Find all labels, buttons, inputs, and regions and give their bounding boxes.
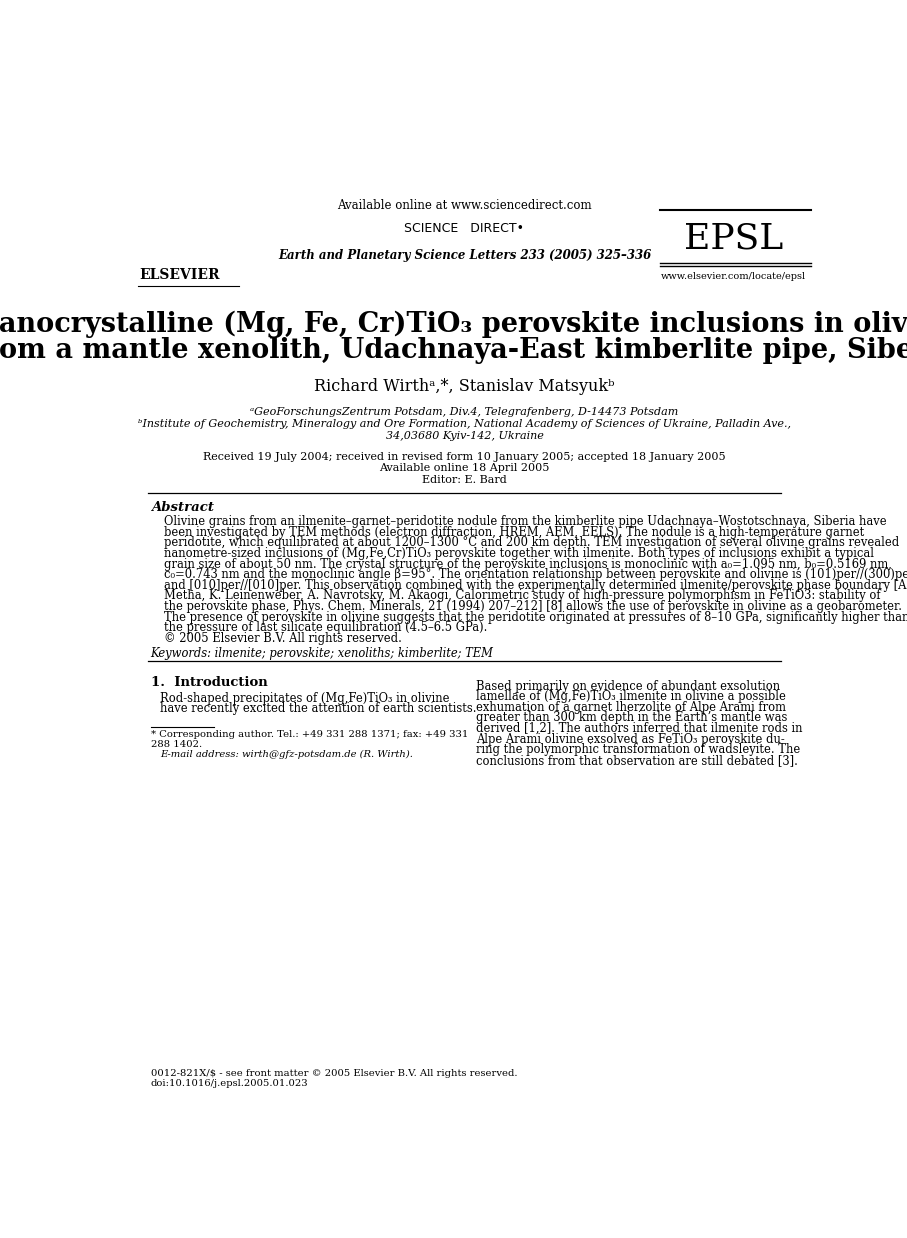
Text: lamellae of (Mg,Fe)TiO₃ ilmenite in olivine a possible: lamellae of (Mg,Fe)TiO₃ ilmenite in oliv… [476, 690, 786, 703]
Text: Earth and Planetary Science Letters 233 (2005) 325–336: Earth and Planetary Science Letters 233 … [278, 249, 651, 261]
Text: ᵃGeoForschungsZentrum Potsdam, Div.4, Telegrafenberg, D-14473 Potsdam: ᵃGeoForschungsZentrum Potsdam, Div.4, Te… [250, 406, 678, 416]
Text: and [010]per//[010]per. This observation combined with the experimentally determ: and [010]per//[010]per. This observation… [164, 579, 907, 592]
Text: 1.  Introduction: 1. Introduction [151, 676, 268, 690]
Text: exhumation of a garnet lherzolite of Alpe Arami from: exhumation of a garnet lherzolite of Alp… [476, 701, 786, 714]
Text: greater than 300 km depth in the Earth’s mantle was: greater than 300 km depth in the Earth’s… [476, 712, 787, 724]
Text: Keywords: ilmenite; perovskite; xenoliths; kimberlite; TEM: Keywords: ilmenite; perovskite; xenolith… [151, 647, 493, 660]
Text: nanometre-sized inclusions of (Mg,Fe,Cr)TiO₃ perovskite together with ilmenite. : nanometre-sized inclusions of (Mg,Fe,Cr)… [164, 547, 873, 560]
Text: The presence of perovskite in olivine suggests that the peridotite originated at: The presence of perovskite in olivine su… [164, 610, 907, 624]
Text: EPSL: EPSL [684, 222, 783, 256]
Text: 288 1402.: 288 1402. [151, 740, 201, 749]
Text: Alpe Arami olivine exsolved as FeTiO₃ perovskite du-: Alpe Arami olivine exsolved as FeTiO₃ pe… [476, 733, 785, 745]
Text: peridotite, which equilibrated at about 1200–1300 °C and 200 km depth. TEM inves: peridotite, which equilibrated at about … [164, 536, 899, 550]
Text: 0012-821X/$ - see front matter © 2005 Elsevier B.V. All rights reserved.: 0012-821X/$ - see front matter © 2005 El… [151, 1068, 517, 1078]
Text: SCIENCE   DIRECT•: SCIENCE DIRECT• [405, 222, 524, 235]
Text: Abstract: Abstract [151, 501, 213, 514]
Text: Available online at www.sciencedirect.com: Available online at www.sciencedirect.co… [337, 198, 591, 212]
Text: ring the polymorphic transformation of wadsleyite. The: ring the polymorphic transformation of w… [476, 743, 800, 756]
Text: derived [1,2]. The authors inferred that ilmenite rods in: derived [1,2]. The authors inferred that… [476, 722, 803, 735]
Text: 34,03680 Kyiv-142, Ukraine: 34,03680 Kyiv-142, Ukraine [385, 431, 543, 441]
Text: doi:10.1016/j.epsl.2005.01.023: doi:10.1016/j.epsl.2005.01.023 [151, 1078, 308, 1088]
Text: the pressure of last silicate equilibration (4.5–6.5 GPa).: the pressure of last silicate equilibrat… [164, 621, 487, 634]
Text: conclusions from that observation are still debated [3].: conclusions from that observation are st… [476, 754, 798, 766]
Text: grain size of about 50 nm. The crystal structure of the perovskite inclusions is: grain size of about 50 nm. The crystal s… [164, 557, 892, 571]
Text: c₀=0.743 nm and the monoclinic angle β=95°. The orientation relationship between: c₀=0.743 nm and the monoclinic angle β=9… [164, 568, 907, 581]
Text: have recently excited the attention of earth scientists.: have recently excited the attention of e… [160, 702, 476, 716]
Text: Metha, K. Leinenweber, A. Navrotsky, M. Akaogi, Calorimetric study of high-press: Metha, K. Leinenweber, A. Navrotsky, M. … [164, 589, 881, 603]
Text: www.elsevier.com/locate/epsl: www.elsevier.com/locate/epsl [661, 272, 806, 281]
Text: been investigated by TEM methods (electron diffraction, HREM, AEM, EELS). The no: been investigated by TEM methods (electr… [164, 526, 864, 539]
Text: from a mantle xenolith, Udachnaya-East kimberlite pipe, Siberia: from a mantle xenolith, Udachnaya-East k… [0, 337, 907, 364]
Text: Editor: E. Bard: Editor: E. Bard [422, 475, 507, 485]
Text: * Corresponding author. Tel.: +49 331 288 1371; fax: +49 331: * Corresponding author. Tel.: +49 331 28… [151, 730, 468, 739]
Text: © 2005 Elsevier B.V. All rights reserved.: © 2005 Elsevier B.V. All rights reserved… [164, 631, 402, 645]
Text: the perovskite phase, Phys. Chem. Minerals, 21 (1994) 207–212] [8] allows the us: the perovskite phase, Phys. Chem. Minera… [164, 600, 902, 613]
Bar [138, 194, 239, 286]
Text: Richard Wirthᵃ,*, Stanislav Matsyukᵇ: Richard Wirthᵃ,*, Stanislav Matsyukᵇ [314, 378, 615, 395]
Text: Based primarily on evidence of abundant exsolution: Based primarily on evidence of abundant … [476, 680, 780, 692]
Text: E-mail address: wirth@gfz-potsdam.de (R. Wirth).: E-mail address: wirth@gfz-potsdam.de (R.… [160, 750, 413, 759]
Text: Olivine grains from an ilmenite–garnet–peridotite nodule from the kimberlite pip: Olivine grains from an ilmenite–garnet–p… [164, 515, 886, 529]
Text: ᵇInstitute of Geochemistry, Mineralogy and Ore Formation, National Academy of Sc: ᵇInstitute of Geochemistry, Mineralogy a… [138, 418, 791, 428]
Text: Received 19 July 2004; received in revised form 10 January 2005; accepted 18 Jan: Received 19 July 2004; received in revis… [203, 452, 726, 462]
Text: Nanocrystalline (Mg, Fe, Cr)TiO₃ perovskite inclusions in olivine: Nanocrystalline (Mg, Fe, Cr)TiO₃ perovsk… [0, 311, 907, 338]
Text: Rod-shaped precipitates of (Mg,Fe)TiO₃ in olivine: Rod-shaped precipitates of (Mg,Fe)TiO₃ i… [160, 692, 449, 704]
Text: Available online 18 April 2005: Available online 18 April 2005 [379, 463, 550, 473]
Text: ELSEVIER: ELSEVIER [139, 267, 219, 282]
